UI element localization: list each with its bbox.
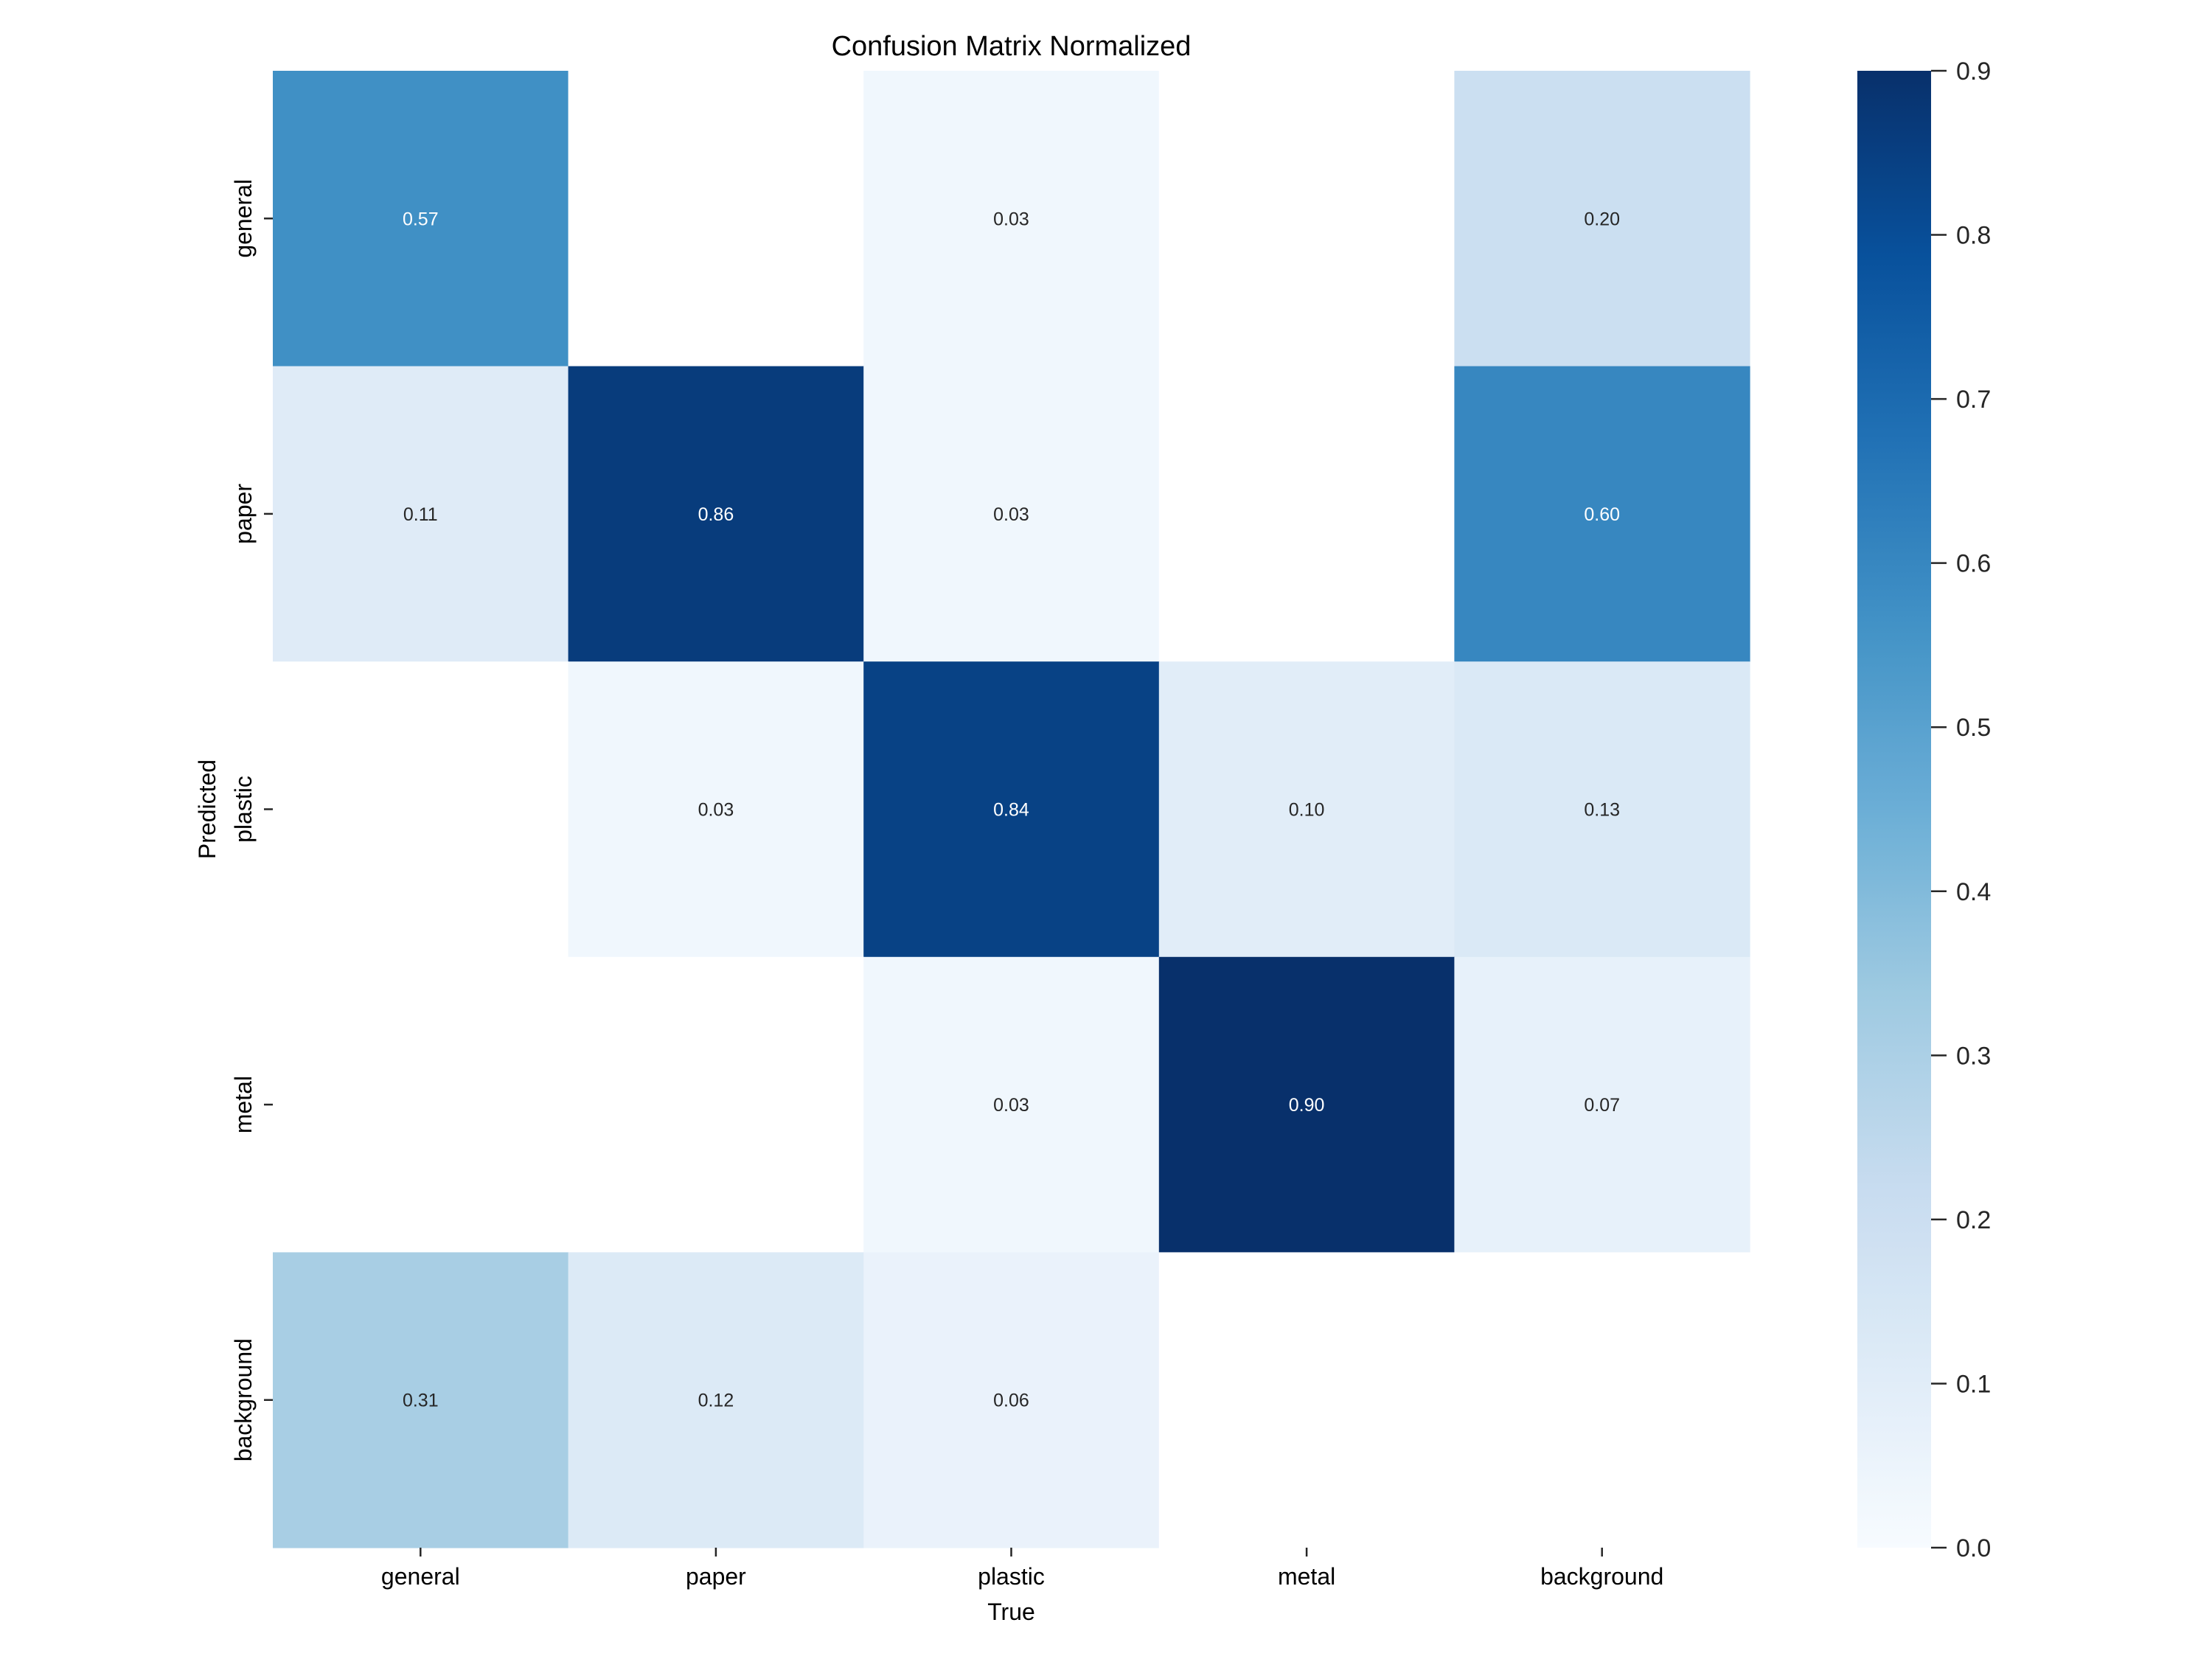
y-axis-label: Predicted bbox=[194, 759, 220, 859]
heatmap-cell bbox=[568, 956, 864, 1253]
cell-value-label: 0.10 bbox=[1289, 800, 1325, 821]
heatmap-cell bbox=[568, 661, 864, 958]
cell-value-label: 0.07 bbox=[1584, 1095, 1620, 1116]
cell-value-label: 0.11 bbox=[403, 504, 438, 525]
heatmap-cell bbox=[568, 71, 864, 367]
heatmap-cell bbox=[1454, 71, 1750, 367]
x-tick-label: paper bbox=[686, 1563, 746, 1590]
x-tick-label: background bbox=[1540, 1563, 1663, 1590]
heatmap-cell bbox=[1158, 71, 1455, 367]
y-tick-label: general bbox=[230, 179, 257, 258]
colorbar-tick-label: 0.8 bbox=[1956, 222, 1991, 250]
heatmap-cell bbox=[863, 366, 1160, 662]
x-tick-label: general bbox=[381, 1563, 460, 1590]
cell-value-label: 0.86 bbox=[698, 504, 734, 525]
colorbar bbox=[1857, 71, 1931, 1548]
cell-value-label: 0.03 bbox=[993, 1095, 1029, 1116]
y-tick-label: metal bbox=[230, 1076, 257, 1133]
x-axis-label: True bbox=[987, 1599, 1035, 1625]
x-tick-label: metal bbox=[1278, 1563, 1335, 1590]
heatmap-cell bbox=[273, 366, 569, 662]
heatmap-cell bbox=[273, 661, 569, 958]
x-tick-label: plastic bbox=[978, 1563, 1045, 1590]
heatmap-cell bbox=[568, 1252, 864, 1548]
colorbar-tick-label: 0.2 bbox=[1956, 1206, 1991, 1234]
heatmap-cell bbox=[273, 71, 569, 367]
heatmap-cell bbox=[1454, 366, 1750, 662]
chart-title: Confusion Matrix Normalized bbox=[832, 31, 1192, 62]
heatmap-cell bbox=[863, 661, 1160, 958]
cell-value-label: 0.90 bbox=[1289, 1095, 1325, 1116]
colorbar-tick-label: 0.0 bbox=[1956, 1534, 1991, 1562]
cell-value-label: 0.57 bbox=[403, 209, 439, 229]
colorbar-tick-label: 0.9 bbox=[1956, 58, 1991, 86]
cell-value-label: 0.03 bbox=[698, 800, 734, 821]
cell-value-label: 0.06 bbox=[993, 1391, 1029, 1411]
cell-value-label: 0.60 bbox=[1584, 504, 1620, 525]
cell-value-label: 0.03 bbox=[993, 209, 1029, 229]
cell-value-label: 0.20 bbox=[1584, 209, 1620, 229]
cell-value-label: 0.31 bbox=[403, 1391, 439, 1411]
colorbar-tick-label: 0.6 bbox=[1956, 550, 1991, 578]
x-axis-ticks: general paper plastic metal background bbox=[381, 1548, 1663, 1590]
heatmap-cell bbox=[1158, 1252, 1455, 1548]
colorbar-tick-label: 0.7 bbox=[1956, 386, 1991, 414]
heatmap-cell bbox=[863, 1252, 1160, 1548]
heatmap-cell bbox=[1158, 366, 1455, 662]
colorbar-ticks: 0.0 0.1 0.2 0.3 0.4 0.5 0.6 0.7 0.8 0.9 bbox=[1931, 58, 1991, 1562]
cell-value-label: 0.84 bbox=[993, 800, 1029, 821]
heatmap-cell bbox=[1454, 956, 1750, 1253]
colorbar-tick-label: 0.3 bbox=[1956, 1042, 1991, 1070]
heatmap-cell bbox=[1158, 661, 1455, 958]
colorbar-tick-label: 0.4 bbox=[1956, 878, 1991, 906]
y-tick-label: paper bbox=[230, 484, 257, 544]
heatmap-cell bbox=[863, 71, 1160, 367]
y-tick-label: background bbox=[230, 1338, 257, 1461]
colorbar-tick-label: 0.1 bbox=[1956, 1370, 1991, 1398]
heatmap-cell bbox=[273, 1252, 569, 1548]
heatmap-cells: 0.57 0.03 0.20 0.11 0.86 0.03 0.60 0.03 0.84 0.10… bbox=[273, 71, 1750, 1548]
y-tick-label: plastic bbox=[230, 776, 257, 843]
heatmap-cell bbox=[1454, 661, 1750, 958]
heatmap-cell bbox=[863, 956, 1160, 1253]
y-axis-ticks: general paper plastic metal background bbox=[230, 179, 273, 1461]
cell-value-label: 0.13 bbox=[1584, 800, 1620, 821]
cell-value-label: 0.12 bbox=[698, 1391, 734, 1411]
heatmap-cell bbox=[568, 366, 864, 662]
cell-value-label: 0.03 bbox=[993, 504, 1029, 525]
heatmap-cell bbox=[1454, 1252, 1750, 1548]
colorbar-tick-label: 0.5 bbox=[1956, 714, 1991, 742]
heatmap-cell bbox=[273, 956, 569, 1253]
heatmap-cell bbox=[1158, 956, 1455, 1253]
